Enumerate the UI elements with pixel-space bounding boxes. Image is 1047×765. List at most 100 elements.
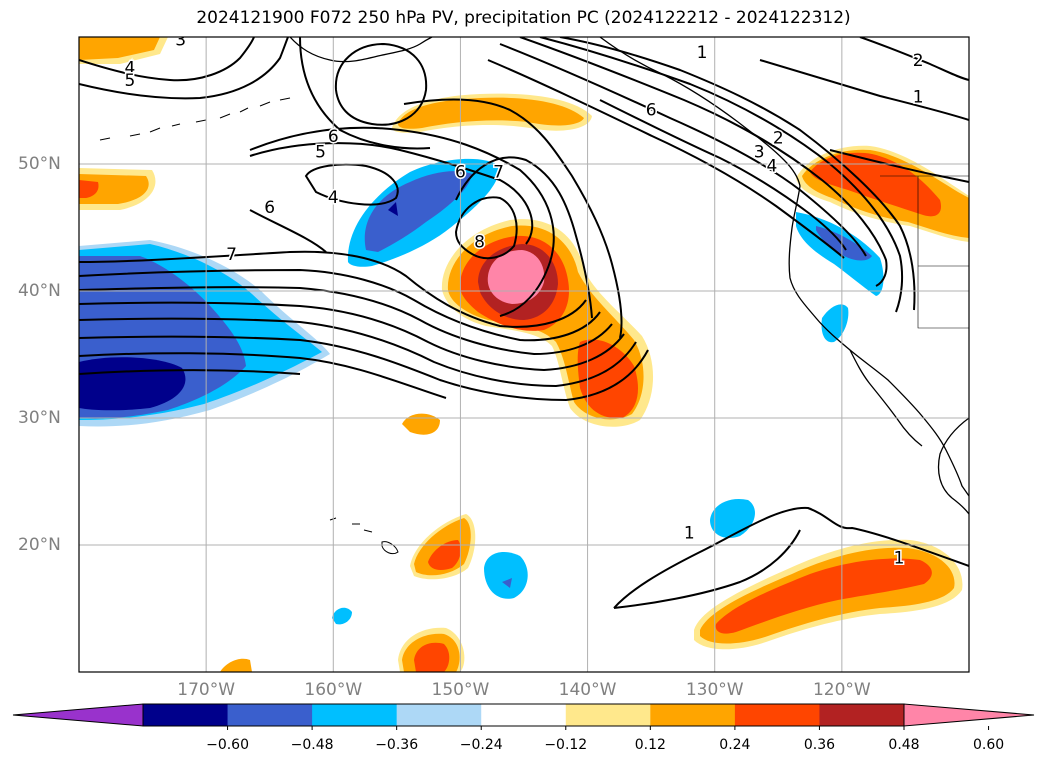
- contour-trough-4: [304, 163, 399, 206]
- colorbar-tick-label: −0.24: [459, 737, 503, 753]
- contour-west-1: [79, 250, 587, 328]
- contour-nw-4: [79, 37, 255, 82]
- contour-trough-5: [249, 126, 555, 317]
- colorbar-tick-label: −0.60: [206, 737, 249, 753]
- contour-cutoff-8: [454, 196, 518, 260]
- contour-label: 5: [124, 71, 135, 91]
- gulf-of-alaska-coast: [599, 37, 801, 187]
- contour-trough-6b: [249, 209, 327, 253]
- coastlines: [99, 37, 969, 555]
- contour-subtropic-1b: [613, 529, 801, 609]
- lon-tick-label: 170°W: [177, 680, 236, 700]
- colorbar-segment: [565, 704, 651, 726]
- contour-jet-5: [487, 59, 845, 259]
- lon-tick-label: 130°W: [685, 680, 744, 700]
- pos-band-north: [398, 97, 584, 129]
- colorbar-tick-label: 0.60: [972, 737, 1005, 753]
- contour-jet-3: [519, 37, 888, 287]
- neg-blob-subtropic-east: [710, 498, 755, 539]
- contour-label: 1: [697, 43, 708, 63]
- contour-jet-4: [499, 43, 867, 257]
- contour-ne-1b: [829, 149, 969, 183]
- alaska-coast: [289, 37, 433, 63]
- pos-blob-south-red: [414, 642, 450, 672]
- lon-tick-label: 160°W: [304, 680, 363, 700]
- gridlines: [79, 37, 969, 672]
- colorbar-outline: [142, 703, 905, 727]
- pos-blob-hawaii-red: [428, 540, 461, 570]
- aleutian-islands: [99, 97, 291, 141]
- colorbar-segment: [650, 704, 736, 726]
- colorbar-segment: [481, 704, 567, 726]
- contour-label: 7: [226, 245, 237, 265]
- colorbar-tick-label: 0.12: [634, 737, 666, 753]
- lat-tick-label: 40°N: [18, 281, 61, 301]
- contour-west-8: [79, 369, 301, 375]
- colorbar-tick-label: 0.48: [888, 737, 920, 753]
- contour-label: 7: [493, 163, 504, 183]
- contour-nw-6: [299, 37, 431, 150]
- lat-tick-label: 30°N: [18, 408, 61, 428]
- contour-label: 6: [455, 163, 466, 183]
- contour-label: 3: [175, 31, 186, 51]
- contour-west-7: [79, 352, 447, 399]
- pv-contours: [79, 37, 969, 609]
- pos-corner-nw: [79, 37, 160, 60]
- contour-label: 3: [754, 142, 765, 162]
- colorbar-segment: [227, 704, 313, 726]
- neg-blob-central-strong: [364, 171, 472, 252]
- map-title: 2024121900 F072 250 hPa PV, precipitatio…: [196, 8, 851, 28]
- hawaii-islands: [329, 517, 399, 555]
- colorbar-segment: [396, 704, 482, 726]
- contour-ridge-7: [455, 156, 593, 319]
- colorbar-extend-max: [903, 703, 1035, 727]
- contour-west-2: [79, 268, 601, 342]
- colorbar-tick-label: −0.12: [544, 737, 588, 753]
- lon-tick-label: 140°W: [558, 680, 617, 700]
- colorbar-tick-label: −0.48: [290, 737, 334, 753]
- lat-tick-label: 50°N: [18, 154, 61, 174]
- pos-blob-small-orange: [402, 413, 440, 435]
- lat-tick-label: 20°N: [18, 535, 61, 555]
- colorbar-tick-label: 0.36: [803, 737, 836, 753]
- colorbar-segment: [819, 704, 905, 726]
- contour-trough-6: [249, 142, 534, 245]
- neg-blob-hawaii-east: [484, 552, 528, 599]
- contour-label: 6: [264, 198, 275, 218]
- contour-jet-1: [559, 37, 916, 311]
- contour-subtropic-1: [613, 506, 969, 609]
- mexico-coast: [937, 417, 969, 515]
- pos-west-edge: [79, 174, 149, 204]
- contour-nw-5: [79, 37, 289, 100]
- pos-blob-bottom-left: [220, 658, 252, 672]
- contour-label: 1: [894, 549, 905, 569]
- colorbar-tick-label: −0.36: [375, 737, 419, 753]
- contour-jet-2: [539, 37, 904, 313]
- contour-ne-1: [759, 59, 969, 121]
- colorbar-segment: [734, 704, 820, 726]
- contour-west-3: [79, 286, 613, 356]
- contour-jet-6: [599, 99, 847, 251]
- contour-label: 4: [124, 58, 135, 78]
- contour-label: 8: [474, 232, 485, 252]
- lon-tick-label: 150°W: [431, 680, 490, 700]
- pos-southeast-red: [715, 558, 932, 634]
- contour-label: 1: [684, 523, 695, 543]
- contour-label: 2: [773, 128, 784, 148]
- contour-label: 4: [328, 188, 339, 208]
- contour-label: 6: [328, 127, 339, 147]
- colorbar-segment: [312, 704, 398, 726]
- neg-blob-hawaii-small: [332, 607, 352, 625]
- colorbar-segment: [143, 704, 229, 726]
- pos-pnw-red: [810, 152, 942, 217]
- lon-tick-label: 120°W: [812, 680, 871, 700]
- neg-blob-central-core: [388, 202, 398, 216]
- colorbar-extend-min: [12, 703, 144, 727]
- contour-west-5: [79, 317, 637, 388]
- neg-blob-california-strong: [816, 226, 872, 261]
- contour-label: 5: [315, 142, 326, 162]
- contour-ridge-6: [403, 98, 623, 339]
- baja-peninsula: [849, 349, 923, 447]
